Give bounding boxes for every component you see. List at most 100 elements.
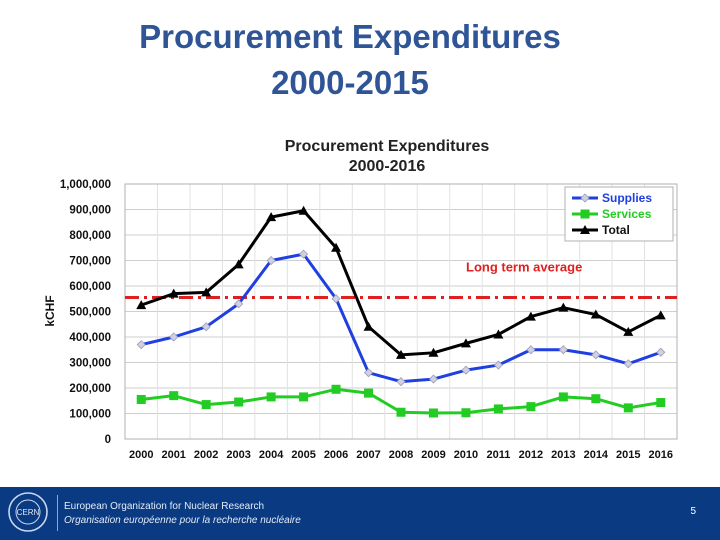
series-total-point: [363, 321, 374, 331]
series-services-point: [396, 407, 406, 417]
legend-item-total: Total: [572, 223, 630, 237]
series-supplies-point: [136, 340, 146, 350]
series-supplies-point: [201, 322, 211, 332]
series-total-point: [493, 329, 504, 339]
slide-title: Procurement Expenditures 2000-2015: [0, 14, 700, 106]
series-supplies-point: [331, 294, 341, 304]
y-tick-labels: 0 100,000 200,000 300,000 400,000 500,000 600,…: [60, 179, 111, 446]
legend-swatch-marker: [580, 209, 590, 219]
legend-label: Total: [602, 223, 630, 237]
y-tick-label: 1,000,000: [60, 179, 111, 191]
x-tick-label: 2005: [291, 449, 315, 461]
series-services-point: [136, 394, 146, 404]
slide-title-line2: 2000-2015: [271, 64, 429, 101]
y-tick-label: 500,000: [69, 307, 111, 319]
series-total: [136, 205, 666, 359]
legend: Supplies Services Total: [564, 186, 674, 242]
x-tick-label: 2002: [194, 449, 218, 461]
series-total-point: [331, 242, 342, 252]
series-services-point: [364, 388, 374, 398]
series-services-point: [234, 397, 244, 407]
footer-bar: CERN European Organization for Nuclear R…: [0, 487, 720, 540]
legend-label: Services: [602, 207, 652, 221]
series-total-point: [525, 311, 536, 321]
x-tick-label: 2009: [421, 449, 445, 461]
series-supplies-point: [656, 347, 666, 357]
chart-subtitle: 2000-2016: [349, 158, 426, 175]
legend-items: Supplies Services Total: [572, 191, 652, 237]
series-services-point: [493, 404, 503, 414]
y-axis-label: kCHF: [43, 295, 57, 326]
series-supplies-point: [623, 359, 633, 369]
y-tick-label: 100,000: [69, 409, 111, 421]
x-tick-label: 2013: [551, 449, 575, 461]
x-tick-label: 2011: [486, 449, 510, 461]
series-total-point: [266, 212, 277, 222]
legend-swatch-marker: [580, 193, 590, 203]
page-number: 5: [690, 506, 696, 517]
legend-item-supplies: Supplies: [572, 191, 652, 205]
series-services: [136, 384, 666, 418]
series-supplies-point: [396, 377, 406, 387]
series-services-point: [591, 394, 601, 404]
series-supplies-point: [493, 360, 503, 370]
series-services-point: [299, 392, 309, 402]
series-services-point: [331, 384, 341, 394]
y-tick-label: 200,000: [69, 383, 111, 395]
series-supplies-point: [461, 365, 471, 375]
x-tick-label: 2016: [649, 449, 673, 461]
legend-swatch-marker: [580, 225, 590, 234]
series-services-point: [201, 400, 211, 410]
series-supplies-point: [591, 350, 601, 360]
series-services-point: [526, 402, 536, 412]
x-tick-label: 2007: [356, 449, 380, 461]
y-tick-label: 800,000: [69, 230, 111, 242]
cern-logo: CERN: [8, 492, 48, 532]
series-services-point: [169, 391, 179, 401]
x-tick-label: 2014: [584, 449, 609, 461]
series-supplies-point: [558, 345, 568, 355]
x-tick-label: 2001: [161, 449, 185, 461]
series-total-point: [558, 302, 569, 312]
series-total-point: [201, 287, 212, 297]
y-tick-label: 300,000: [69, 358, 111, 370]
x-tick-label: 2000: [129, 449, 153, 461]
y-tick-label: 900,000: [69, 205, 111, 217]
organization-name-fr: Organisation européenne pour la recherch…: [64, 515, 301, 526]
y-tick-label: 400,000: [69, 332, 111, 344]
x-tick-label: 2006: [324, 449, 348, 461]
series-services-point: [461, 408, 471, 418]
series-total-point: [655, 310, 666, 320]
svg-text:CERN: CERN: [17, 508, 40, 517]
x-tick-label: 2015: [616, 449, 640, 461]
plot-area: [124, 183, 678, 440]
series-total-point: [233, 259, 244, 269]
organization-name-en: European Organization for Nuclear Resear…: [64, 501, 265, 512]
series-total-point: [168, 288, 179, 298]
series-total-point: [396, 349, 406, 359]
legend-label: Supplies: [602, 191, 652, 205]
slide-title-line1: Procurement Expenditures: [139, 18, 561, 55]
series-supplies-point: [363, 368, 374, 378]
series-services-point: [266, 392, 276, 402]
grid-layer: [125, 183, 677, 440]
series-total-point: [298, 205, 309, 215]
series-layer: [136, 205, 666, 418]
series-supplies-point: [428, 374, 439, 384]
series-total-point: [428, 347, 439, 357]
x-tick-labels: 2000 2001 2002 2003 2004 2005 2006 2007 2008 2009…: [129, 449, 673, 461]
x-tick-label: 2008: [389, 449, 413, 461]
series-services-point: [558, 392, 568, 402]
series-supplies-point: [526, 345, 536, 355]
series-supplies-point: [266, 255, 276, 266]
series-total-point: [590, 309, 601, 319]
long-term-average-label: Long term average: [466, 259, 582, 274]
series-supplies: [136, 249, 666, 387]
series-services-point: [428, 408, 438, 418]
y-tick-label: 0: [105, 434, 111, 446]
footer-divider: [57, 495, 58, 531]
series-total-point: [460, 338, 471, 348]
series-services-point: [656, 398, 666, 408]
y-tick-label: 700,000: [69, 256, 111, 268]
expenditure-chart: Procurement Expenditures 2000-2016 0 100,…: [43, 138, 678, 461]
